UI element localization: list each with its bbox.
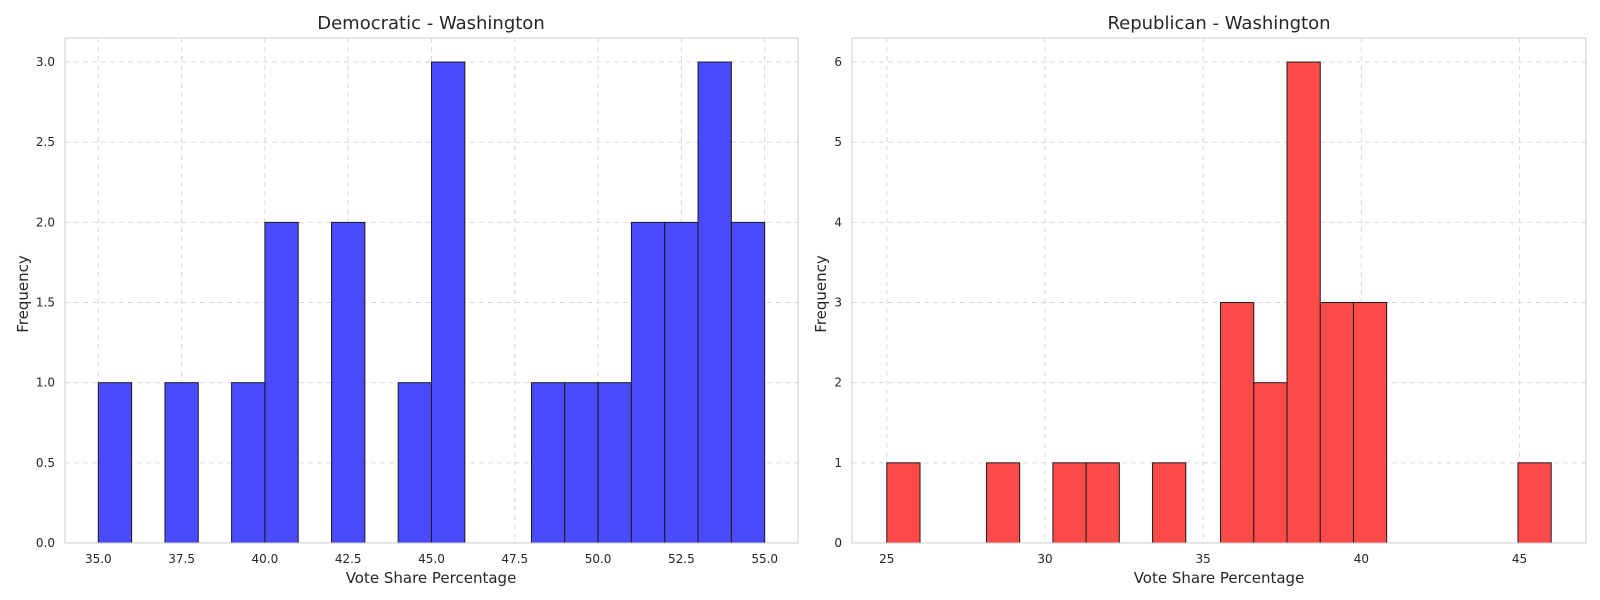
y-tick-label: 2.5: [36, 135, 55, 149]
histogram-bar: [1517, 462, 1552, 544]
histogram-bar: [231, 382, 266, 544]
republican-histogram-panel: Republican - Washington Vote Share Perce…: [812, 13, 1587, 587]
histogram-bar: [697, 61, 732, 544]
x-tick-label: 35: [1196, 552, 1211, 566]
x-tick-label: 55.0: [751, 552, 778, 566]
y-tick-label: 0.0: [36, 536, 55, 550]
histogram-bar: [1220, 302, 1255, 544]
histogram-bar: [1052, 462, 1087, 544]
plot-frame: [851, 37, 1587, 544]
histogram-bar: [264, 221, 299, 544]
x-tick-label: 25: [879, 552, 894, 566]
histogram-bar: [1319, 302, 1354, 544]
x-axis-label: Vote Share Percentage: [1134, 569, 1305, 587]
y-tick-label: 6: [834, 55, 842, 69]
histogram-bar: [597, 382, 632, 544]
x-tick-label: 40: [1354, 552, 1369, 566]
y-tick-label: 0.5: [36, 456, 55, 470]
chart-title: Republican - Washington: [1107, 13, 1330, 34]
y-tick-label: 1: [834, 456, 842, 470]
y-tick-label: 2.0: [36, 215, 55, 229]
y-tick-label: 5: [834, 135, 842, 149]
x-tick-label: 50.0: [585, 552, 612, 566]
y-tick-label: 3: [834, 296, 842, 310]
histogram-bar: [331, 221, 366, 544]
x-tick-label: 40.0: [252, 552, 279, 566]
x-tick-label: 45.0: [418, 552, 445, 566]
histogram-bar: [97, 382, 133, 544]
histogram-bar: [530, 382, 566, 544]
x-tick-label: 35.0: [85, 552, 112, 566]
x-tick-label: 45: [1512, 552, 1527, 566]
histogram-bar: [985, 462, 1021, 544]
y-tick-label: 2: [834, 376, 842, 390]
x-tick-label: 37.5: [168, 552, 195, 566]
histogram-bar: [397, 382, 433, 544]
histogram-bar: [431, 61, 466, 544]
histogram-bar: [1253, 382, 1288, 544]
y-tick-label: 0: [834, 536, 842, 550]
y-tick-label: 1.5: [36, 296, 55, 310]
y-axis-label: Frequency: [14, 255, 32, 333]
histogram-bar: [164, 382, 199, 544]
histogram-bar: [1286, 61, 1321, 544]
histogram-bar: [630, 221, 666, 544]
x-axis-label: Vote Share Percentage: [346, 569, 517, 587]
chart-title: Democratic - Washington: [317, 13, 544, 34]
histogram-bar: [1085, 462, 1120, 544]
histogram-bar: [886, 462, 921, 544]
y-tick-label: 3.0: [36, 55, 55, 69]
histogram-bar: [664, 221, 699, 544]
y-axis-label: Frequency: [812, 255, 830, 333]
y-tick-label: 1.0: [36, 376, 55, 390]
plot-frame: [64, 37, 799, 544]
histogram-bar: [1352, 302, 1388, 544]
histogram-bar: [1152, 462, 1187, 544]
x-tick-label: 52.5: [668, 552, 695, 566]
x-tick-label: 42.5: [335, 552, 362, 566]
y-tick-label: 4: [834, 215, 842, 229]
democratic-histogram-panel: Democratic - Washington Vote Share Perce…: [14, 13, 799, 587]
histogram-bar: [564, 382, 599, 544]
histogram-bar: [730, 221, 766, 544]
x-tick-label: 47.5: [501, 552, 528, 566]
x-tick-label: 30: [1037, 552, 1052, 566]
